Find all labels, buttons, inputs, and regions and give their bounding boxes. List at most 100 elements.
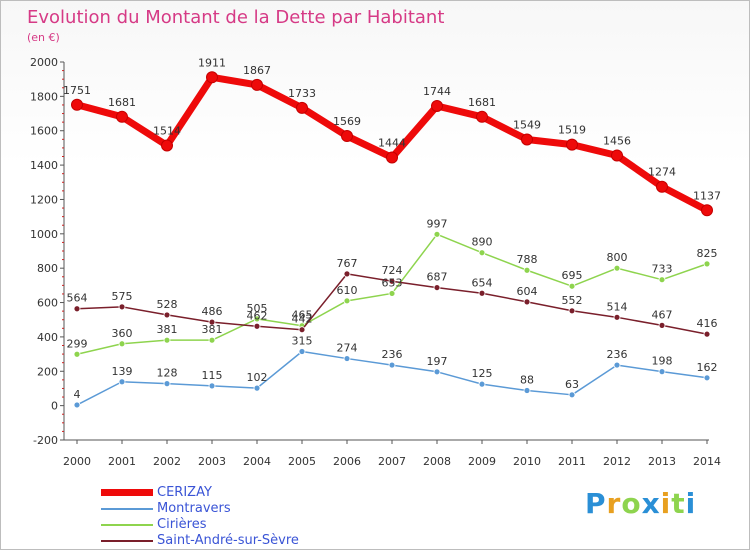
data-point — [388, 361, 396, 369]
legend-item-saint-andre: Saint-André-sur-Sèvre — [101, 533, 361, 549]
data-label: 528 — [157, 298, 178, 311]
data-label: 1681 — [468, 96, 496, 109]
data-point — [478, 380, 486, 388]
data-label: 1751 — [63, 84, 91, 97]
data-label: 63 — [565, 378, 579, 391]
data-label: 514 — [607, 300, 628, 313]
x-tick-label: 2009 — [468, 455, 496, 468]
data-point — [253, 384, 261, 392]
x-tick-label: 2005 — [288, 455, 316, 468]
data-point — [298, 348, 306, 355]
data-label: 102 — [247, 371, 268, 384]
data-label: 465 — [292, 309, 313, 322]
x-tick-label: 2013 — [648, 455, 676, 468]
data-label: 695 — [562, 269, 583, 282]
data-label: 1549 — [513, 118, 541, 131]
y-tick-label: 1600 — [30, 125, 58, 138]
data-label: 604 — [517, 285, 538, 298]
data-label: 1514 — [153, 125, 181, 138]
data-point — [703, 374, 711, 382]
data-label: 381 — [202, 323, 223, 336]
legend-swatch — [101, 524, 153, 526]
data-label: 197 — [427, 355, 448, 368]
x-tick-label: 2010 — [513, 455, 541, 468]
data-point — [208, 382, 216, 390]
data-label: 1444 — [378, 137, 406, 150]
legend-swatch — [101, 489, 153, 496]
chart-title: Evolution du Montant de la Dette par Hab… — [27, 7, 445, 28]
data-point — [703, 330, 711, 338]
data-point — [613, 361, 621, 369]
data-point — [521, 133, 533, 146]
data-point — [343, 297, 351, 305]
data-point — [568, 307, 576, 315]
data-point — [73, 401, 81, 409]
data-label: 575 — [112, 290, 133, 303]
legend-label: Cirières — [157, 517, 207, 532]
data-label: 1137 — [693, 189, 721, 202]
data-label: 1911 — [198, 56, 226, 69]
data-point — [73, 350, 81, 358]
data-label: 1681 — [108, 96, 136, 109]
data-label: 724 — [382, 264, 403, 277]
data-label: 997 — [427, 217, 448, 230]
data-point — [703, 260, 711, 268]
data-point — [341, 130, 353, 143]
data-point — [656, 180, 668, 193]
data-point — [163, 380, 171, 388]
data-point — [118, 378, 126, 386]
data-label: 315 — [292, 335, 313, 348]
data-label: 360 — [112, 327, 133, 340]
legend-item-cirieres: Cirières — [101, 517, 361, 533]
x-tick-label: 2003 — [198, 455, 226, 468]
data-label: 564 — [67, 292, 88, 305]
data-point — [478, 249, 486, 257]
data-label: 139 — [112, 365, 133, 378]
legend-item-montravers: Montravers — [101, 501, 361, 517]
data-point — [298, 326, 306, 334]
data-label: 88 — [520, 374, 534, 387]
data-label: 236 — [382, 348, 403, 361]
y-tick-label: 1200 — [30, 193, 58, 206]
data-label: 467 — [652, 308, 673, 321]
data-label: 416 — [697, 317, 718, 330]
data-point — [478, 289, 486, 297]
legend-item-cerizay: CERIZAY — [101, 485, 361, 501]
data-label: 115 — [202, 369, 223, 382]
y-tick-label: 400 — [37, 331, 58, 344]
data-point — [613, 264, 621, 272]
data-point — [116, 110, 128, 123]
data-label: 128 — [157, 367, 178, 380]
data-point — [251, 78, 263, 91]
data-label: 800 — [607, 251, 628, 264]
data-point — [208, 336, 216, 344]
data-label: 125 — [472, 367, 493, 380]
data-label: 687 — [427, 271, 448, 284]
data-point — [388, 290, 396, 297]
data-point — [523, 298, 531, 306]
data-point — [523, 387, 531, 394]
x-tick-label: 2008 — [423, 455, 451, 468]
y-tick-label: 2000 — [30, 56, 58, 69]
series-layer — [71, 71, 713, 409]
data-point — [73, 305, 81, 313]
y-tick-label: 800 — [37, 262, 58, 275]
data-point — [208, 318, 216, 326]
data-point — [118, 340, 126, 348]
chart-subtitle: (en €) — [27, 31, 60, 44]
data-point — [658, 368, 666, 376]
data-point — [566, 138, 578, 151]
data-label: 4 — [74, 388, 81, 401]
data-label: 767 — [337, 257, 358, 270]
data-point — [433, 230, 441, 238]
x-tick-label: 2001 — [108, 455, 136, 468]
data-point — [476, 110, 488, 123]
data-point — [523, 266, 531, 274]
data-label: 825 — [697, 247, 718, 260]
data-label: 1569 — [333, 115, 361, 128]
data-label: 733 — [652, 263, 673, 276]
data-label: 442 — [292, 313, 313, 326]
data-label: 299 — [67, 337, 88, 350]
y-tick-label: 1000 — [30, 228, 58, 241]
